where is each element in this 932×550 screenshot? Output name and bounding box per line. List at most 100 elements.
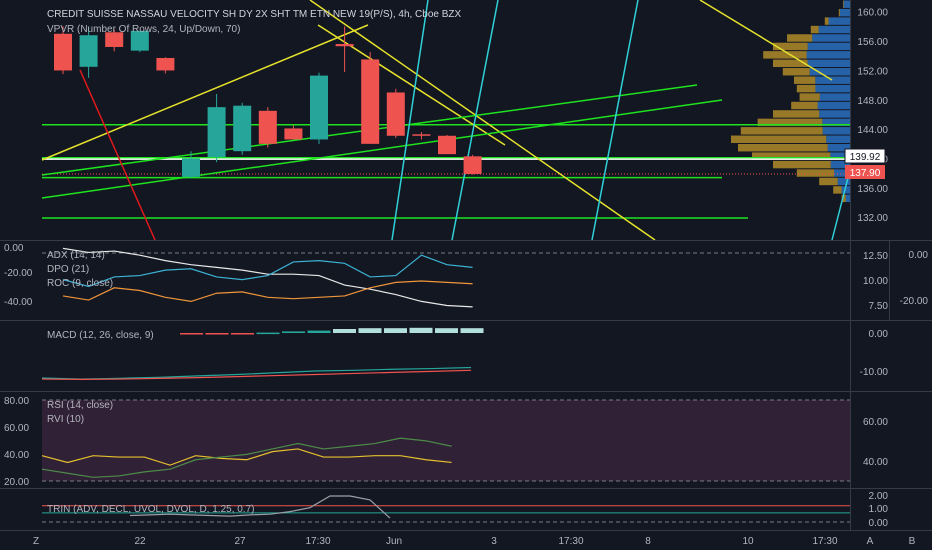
- candle-body: [310, 75, 328, 140]
- candle-body: [361, 59, 380, 144]
- vpvr-row-down: [731, 135, 827, 143]
- vpvr-row-up: [812, 34, 850, 42]
- svg-text:139.92: 139.92: [850, 152, 881, 163]
- svg-text:A: A: [867, 536, 874, 547]
- horizontal-levels: [42, 124, 850, 219]
- vpvr-row-up: [834, 169, 850, 177]
- vpvr-row-down: [838, 8, 840, 17]
- macd-histogram-bar: [409, 327, 433, 333]
- rsi-band: [42, 400, 850, 481]
- macd-histogram-bar: [231, 333, 254, 335]
- vpvr-row-up: [828, 17, 850, 25]
- price-tick-label: 144.00: [857, 125, 888, 136]
- x-label: 22: [134, 536, 146, 547]
- vpvr-row-down: [833, 186, 842, 194]
- candle-body: [463, 156, 482, 174]
- adx-series-line: [62, 247, 473, 308]
- vpvr-row-down: [824, 17, 829, 25]
- trin-right-tick: 1.00: [869, 504, 889, 515]
- rvi-label: RVI (10): [47, 414, 84, 425]
- macd-histogram-bar: [282, 331, 305, 333]
- vpvr-row-up: [843, 0, 850, 8]
- vpvr-row-down: [773, 59, 808, 68]
- trin-right-tick: 2.00: [869, 491, 889, 502]
- macd-histogram-bar: [307, 330, 331, 333]
- candle-body: [233, 105, 252, 152]
- vpvr-row-up: [807, 42, 850, 51]
- candle-body: [207, 107, 226, 158]
- pane-separators: [0, 0, 932, 531]
- rsi-right-tick: 40.00: [863, 457, 888, 468]
- log-scale-button[interactable]: B: [909, 536, 916, 547]
- adx-right-tick: 10.00: [863, 276, 888, 287]
- vpvr-row-down: [738, 143, 828, 152]
- vpvr-row-up: [817, 101, 850, 110]
- vpvr-row-up: [822, 127, 850, 135]
- candle-body: [105, 32, 124, 47]
- vpvr-row-up: [830, 160, 850, 169]
- macd-right-tick: 0.00: [869, 329, 889, 340]
- svg-text:Z: Z: [33, 536, 39, 547]
- price-tick-label: 132.00: [857, 213, 888, 224]
- rsi-series-line: [41, 448, 452, 466]
- adx-pane[interactable]: [62, 247, 473, 308]
- candle-body: [156, 57, 175, 71]
- vpvr-row-down: [763, 51, 807, 59]
- trin-label: TRIN (ADV, DECL, UVOL, DVOL, D, 1.25, 0.…: [47, 504, 254, 515]
- trend-line-yellow: [41, 24, 369, 161]
- rsi-left-tick: 80.00: [4, 396, 29, 407]
- macd-histogram-bar: [180, 333, 203, 335]
- price-tick-label: 156.00: [857, 37, 888, 48]
- vpvr-row-down: [773, 42, 808, 51]
- trin-series-line: [129, 495, 391, 519]
- vpvr-row-up: [845, 194, 850, 203]
- adx-left-tick: -20.00: [4, 268, 33, 279]
- vpvr-row-up: [841, 186, 850, 194]
- trend-line-green: [41, 99, 723, 199]
- rsi-left-tick: 40.00: [4, 450, 29, 461]
- dpo-label: DPO (21): [47, 264, 89, 275]
- vpvr-row-down: [794, 76, 816, 84]
- vpvr-row-down: [796, 169, 835, 177]
- candle-body: [130, 30, 149, 51]
- vpvr-row-up: [819, 93, 850, 101]
- trin-pane[interactable]: [42, 495, 850, 519]
- vpvr-row-down: [843, 0, 844, 8]
- macd-histogram-bar: [435, 328, 458, 333]
- candle-body: [182, 158, 200, 177]
- vpvr-row-up: [830, 152, 850, 160]
- macd-pane[interactable]: [41, 327, 484, 381]
- vpvr-row-up: [809, 68, 850, 76]
- candle-body: [412, 134, 431, 136]
- x-axis: 22 27 17:30 Jun 3 17:30 8 10 17:30: [134, 536, 838, 547]
- candle-body: [54, 33, 72, 71]
- roc-label: ROC (9, close): [47, 278, 113, 289]
- vpvr-row-down: [787, 34, 813, 42]
- x-label: Jun: [386, 536, 402, 547]
- macd-right-tick: -10.00: [860, 367, 889, 378]
- adx-right-tick: 7.50: [869, 301, 889, 312]
- candle-body: [335, 44, 354, 47]
- x-label: 17:30: [812, 536, 837, 547]
- rsi-label: RSI (14, close): [47, 400, 113, 411]
- trend-line-yellow: [699, 0, 833, 81]
- auto-scale-button[interactable]: A: [867, 536, 874, 547]
- price-tick-label: 152.00: [857, 66, 888, 77]
- trend-line-cyan: [591, 0, 639, 241]
- macd-label: MACD (12, 26, close, 9): [47, 330, 154, 341]
- price-tick-label: 136.00: [857, 184, 888, 195]
- trend-line-red: [79, 69, 156, 241]
- zoom-button[interactable]: Z: [33, 536, 39, 547]
- trend-line-cyan: [391, 0, 429, 241]
- svg-text:137.90: 137.90: [850, 168, 881, 179]
- candles[interactable]: [54, 26, 482, 179]
- rsi-left-tick: 60.00: [4, 423, 29, 434]
- vpvr-row-down: [841, 194, 846, 203]
- rsi-pane[interactable]: [41, 437, 452, 478]
- adx-label: ADX (14, 14): [47, 250, 105, 261]
- candle-body: [79, 35, 98, 67]
- x-label: 3: [491, 536, 497, 547]
- macd-histogram-bar: [358, 328, 382, 333]
- macd-histogram-bar: [205, 333, 229, 335]
